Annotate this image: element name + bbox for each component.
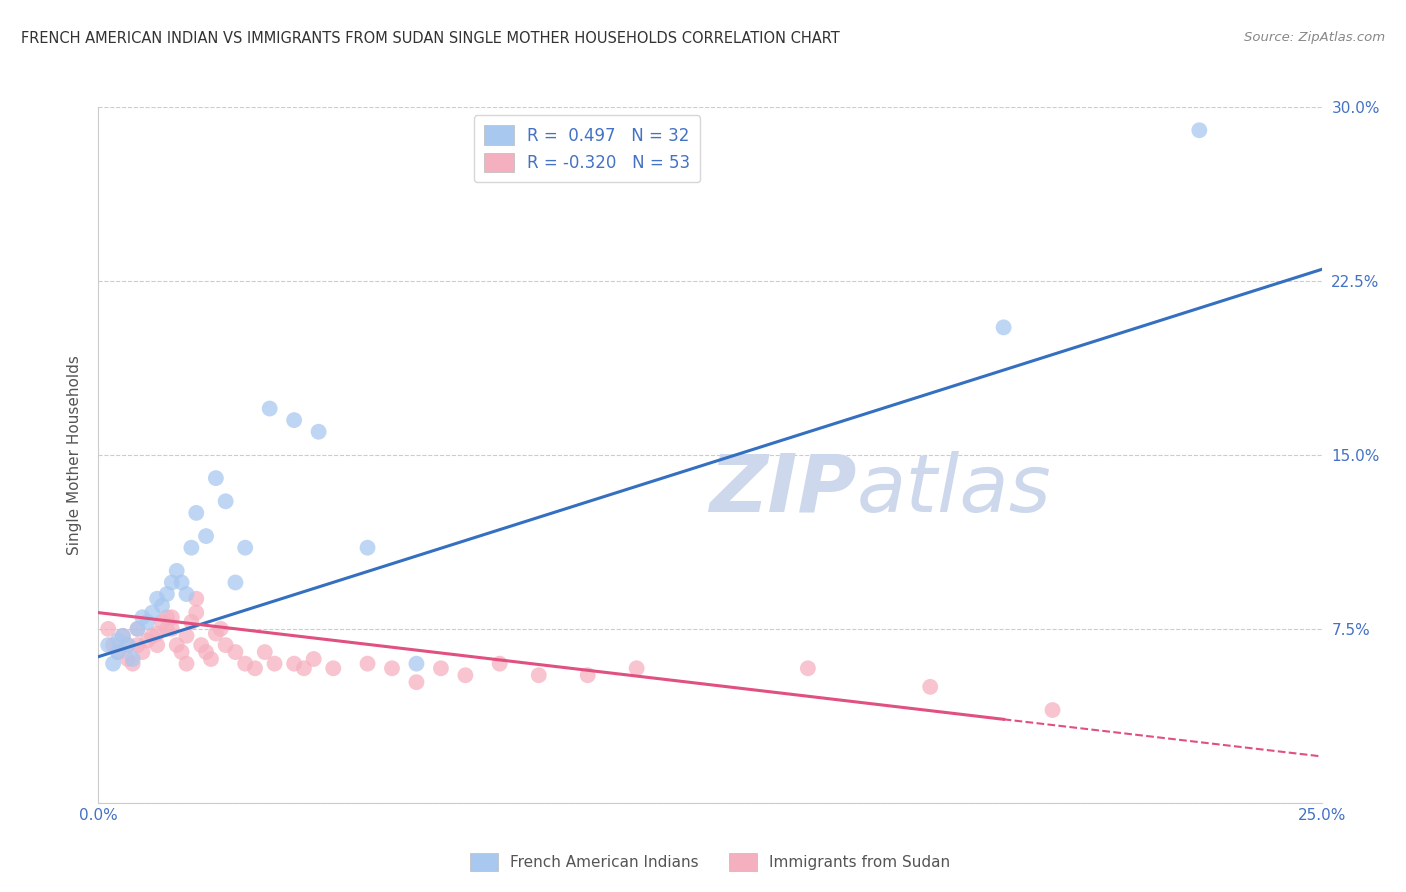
- Point: [117, 638, 139, 652]
- Point: [107, 645, 129, 659]
- Point: [205, 626, 228, 640]
- Point: [170, 575, 193, 590]
- Point: [1188, 123, 1211, 137]
- Point: [146, 626, 169, 640]
- Point: [117, 638, 139, 652]
- Point: [107, 633, 129, 648]
- Point: [127, 622, 149, 636]
- Point: [186, 606, 208, 620]
- Point: [292, 661, 315, 675]
- Point: [797, 661, 820, 675]
- Point: [170, 645, 193, 659]
- Point: [263, 657, 285, 671]
- Text: FRENCH AMERICAN INDIAN VS IMMIGRANTS FROM SUDAN SINGLE MOTHER HOUSEHOLDS CORRELA: FRENCH AMERICAN INDIAN VS IMMIGRANTS FRO…: [21, 31, 839, 46]
- Point: [527, 668, 550, 682]
- Point: [141, 629, 163, 643]
- Legend: French American Indians, Immigrants from Sudan: French American Indians, Immigrants from…: [463, 846, 957, 879]
- Point: [97, 622, 120, 636]
- Point: [283, 413, 305, 427]
- Point: [156, 622, 179, 636]
- Point: [111, 629, 134, 643]
- Point: [141, 606, 163, 620]
- Point: [117, 652, 139, 666]
- Y-axis label: Single Mother Households: Single Mother Households: [67, 355, 83, 555]
- Point: [209, 622, 232, 636]
- Point: [243, 661, 266, 675]
- Point: [166, 564, 188, 578]
- Point: [176, 657, 198, 671]
- Point: [405, 675, 427, 690]
- Point: [224, 645, 246, 659]
- Point: [205, 471, 228, 485]
- Point: [356, 541, 378, 555]
- Point: [259, 401, 281, 416]
- Point: [180, 615, 202, 629]
- Text: ZIP: ZIP: [710, 450, 856, 529]
- Point: [166, 638, 188, 652]
- Point: [190, 638, 212, 652]
- Point: [233, 541, 256, 555]
- Point: [993, 320, 1015, 334]
- Point: [150, 599, 173, 613]
- Point: [176, 587, 198, 601]
- Point: [101, 638, 124, 652]
- Point: [626, 661, 648, 675]
- Text: Source: ZipAtlas.com: Source: ZipAtlas.com: [1244, 31, 1385, 45]
- Point: [156, 610, 179, 624]
- Point: [101, 657, 124, 671]
- Point: [233, 657, 256, 671]
- Point: [136, 633, 159, 648]
- Point: [253, 645, 276, 659]
- Point: [136, 615, 159, 629]
- Point: [146, 638, 169, 652]
- Point: [195, 645, 218, 659]
- Point: [107, 645, 129, 659]
- Point: [180, 541, 202, 555]
- Point: [283, 657, 305, 671]
- Point: [1042, 703, 1064, 717]
- Point: [430, 661, 453, 675]
- Point: [920, 680, 942, 694]
- Point: [97, 638, 120, 652]
- Text: atlas: atlas: [856, 450, 1052, 529]
- Point: [322, 661, 344, 675]
- Point: [160, 622, 183, 636]
- Point: [356, 657, 378, 671]
- Point: [131, 645, 153, 659]
- Point: [308, 425, 330, 439]
- Point: [160, 575, 183, 590]
- Point: [121, 657, 143, 671]
- Point: [381, 661, 404, 675]
- Point: [131, 610, 153, 624]
- Point: [121, 652, 143, 666]
- Point: [150, 615, 173, 629]
- Point: [224, 575, 246, 590]
- Point: [576, 668, 599, 682]
- Point: [160, 610, 183, 624]
- Point: [186, 591, 208, 606]
- Point: [127, 622, 149, 636]
- Point: [405, 657, 427, 671]
- Point: [454, 668, 477, 682]
- Point: [214, 638, 236, 652]
- Point: [156, 587, 179, 601]
- Point: [127, 638, 149, 652]
- Point: [186, 506, 208, 520]
- Point: [111, 629, 134, 643]
- Point: [176, 629, 198, 643]
- Point: [488, 657, 510, 671]
- Point: [200, 652, 222, 666]
- Point: [302, 652, 325, 666]
- Point: [195, 529, 218, 543]
- Point: [146, 591, 169, 606]
- Point: [214, 494, 236, 508]
